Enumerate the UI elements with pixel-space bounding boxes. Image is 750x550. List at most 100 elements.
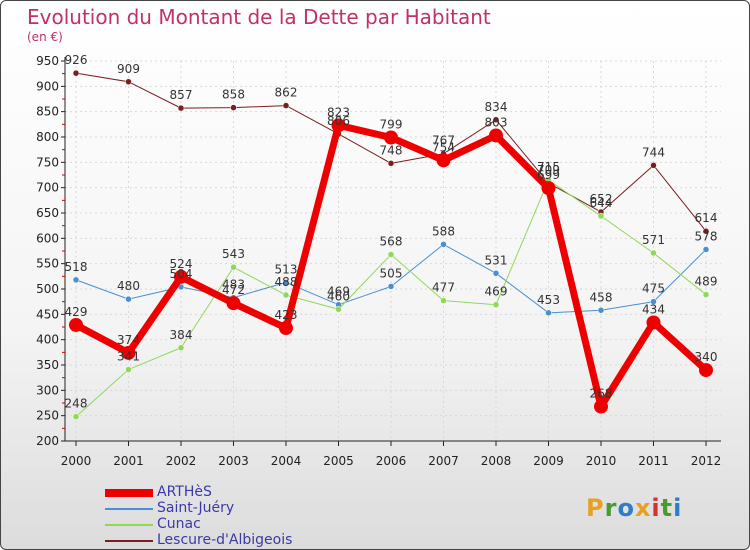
point-cunac bbox=[282, 291, 290, 299]
legend-swatch bbox=[105, 489, 153, 497]
point-arths bbox=[121, 345, 136, 360]
data-label-cunac: 644 bbox=[590, 196, 613, 210]
data-label-cunac: 543 bbox=[222, 247, 245, 261]
data-label-saintjury: 483 bbox=[222, 278, 245, 292]
point-arths bbox=[646, 315, 661, 330]
data-label-lescuredalbigeois: 744 bbox=[642, 145, 665, 159]
legend-item-lescuredalbigeois: Lescure-d'Albigeois bbox=[105, 532, 405, 549]
y-tick-label: 900 bbox=[36, 79, 59, 93]
chart-unit: (en €) bbox=[27, 30, 63, 44]
y-tick-label: 700 bbox=[36, 181, 59, 195]
logo-letter: r bbox=[604, 494, 618, 522]
legend-swatch bbox=[105, 540, 153, 542]
legend-item-saintjury: Saint-Juéry bbox=[105, 500, 405, 517]
point-lescuredalbigeois bbox=[387, 160, 395, 167]
data-label-saintjury: 505 bbox=[380, 266, 403, 280]
y-tick-label: 400 bbox=[36, 333, 59, 347]
x-tick-label: 2010 bbox=[586, 454, 617, 468]
data-label-cunac: 248 bbox=[65, 397, 88, 411]
point-arths bbox=[489, 128, 503, 143]
point-cunac bbox=[177, 344, 185, 352]
legend-swatch bbox=[105, 508, 153, 510]
data-label-arths: 429 bbox=[65, 305, 88, 319]
data-label-arths: 799 bbox=[380, 118, 403, 132]
logo-letter: o bbox=[617, 494, 635, 522]
point-arths bbox=[174, 269, 188, 284]
y-tick-label: 850 bbox=[36, 105, 59, 119]
point-lescuredalbigeois bbox=[282, 102, 290, 109]
data-label-arths: 803 bbox=[485, 115, 508, 129]
data-label-cunac: 341 bbox=[117, 350, 140, 364]
point-arths bbox=[226, 296, 241, 311]
data-label-lescuredalbigeois: 652 bbox=[590, 192, 613, 206]
logo-letter: i bbox=[651, 494, 661, 522]
point-lescuredalbigeois bbox=[177, 104, 185, 112]
point-lescuredalbigeois bbox=[230, 104, 237, 111]
legend-label: Lescure-d'Albigeois bbox=[157, 532, 293, 548]
point-arths bbox=[331, 118, 346, 133]
data-label-arths: 754 bbox=[432, 140, 455, 154]
data-label-saintjury: 578 bbox=[695, 229, 718, 243]
point-cunac bbox=[125, 366, 132, 373]
data-label-saintjury: 504 bbox=[170, 267, 193, 281]
y-tick-label: 950 bbox=[36, 54, 59, 68]
data-label-arths: 423 bbox=[275, 308, 298, 322]
point-saintjury bbox=[72, 276, 80, 284]
x-tick-label: 2004 bbox=[271, 454, 302, 468]
point-arths bbox=[436, 153, 451, 168]
data-label-saintjury: 475 bbox=[642, 282, 665, 296]
data-label-cunac: 384 bbox=[170, 328, 193, 342]
data-label-arths: 268 bbox=[590, 387, 613, 401]
x-tick-label: 2012 bbox=[691, 454, 722, 468]
data-label-cunac: 460 bbox=[327, 289, 350, 303]
point-cunac bbox=[387, 251, 395, 258]
data-label-cunac: 489 bbox=[695, 275, 718, 289]
data-label-lescuredalbigeois: 862 bbox=[275, 86, 298, 100]
data-label-lescuredalbigeois: 614 bbox=[695, 211, 718, 225]
logo-letter: i bbox=[673, 494, 683, 522]
data-label-arths: 524 bbox=[170, 257, 193, 271]
legend-item-arths: ARTHèS bbox=[105, 484, 405, 501]
point-arths bbox=[384, 130, 398, 145]
x-tick-label: 2009 bbox=[533, 454, 564, 468]
data-label-lescuredalbigeois: 709 bbox=[537, 163, 560, 177]
data-label-cunac: 568 bbox=[380, 235, 403, 249]
data-label-lescuredalbigeois: 748 bbox=[380, 143, 403, 157]
point-saintjury bbox=[597, 307, 605, 314]
data-label-lescuredalbigeois: 909 bbox=[117, 62, 140, 76]
y-tick-label: 500 bbox=[36, 282, 59, 296]
data-label-saintjury: 531 bbox=[485, 253, 508, 267]
data-label-lescuredalbigeois: 767 bbox=[432, 134, 455, 148]
x-tick-label: 2000 bbox=[61, 454, 92, 468]
logo-letter: t bbox=[660, 494, 674, 522]
data-label-saintjury: 469 bbox=[327, 285, 350, 299]
x-tick-label: 2001 bbox=[113, 454, 144, 468]
point-saintjury bbox=[387, 283, 395, 290]
point-arths bbox=[541, 181, 556, 196]
data-label-cunac: 469 bbox=[485, 285, 508, 299]
point-lescuredalbigeois bbox=[125, 78, 132, 86]
point-saintjury bbox=[125, 295, 132, 303]
data-label-lescuredalbigeois: 858 bbox=[222, 88, 245, 102]
legend-item-cunac: Cunac bbox=[105, 516, 405, 533]
point-cunac bbox=[335, 306, 342, 313]
x-tick-label: 2007 bbox=[428, 454, 459, 468]
point-lescuredalbigeois bbox=[650, 162, 657, 169]
x-tick-label: 2011 bbox=[638, 454, 669, 468]
x-tick-label: 2006 bbox=[376, 454, 407, 468]
data-label-saintjury: 480 bbox=[117, 279, 140, 293]
y-tick-label: 600 bbox=[36, 231, 59, 245]
data-label-cunac: 477 bbox=[432, 281, 455, 295]
point-saintjury bbox=[545, 309, 552, 317]
point-saintjury bbox=[440, 241, 447, 248]
point-arths bbox=[594, 399, 608, 414]
x-tick-label: 2005 bbox=[323, 454, 354, 468]
y-tick-label: 800 bbox=[36, 130, 59, 144]
data-label-arths: 699 bbox=[537, 168, 560, 182]
point-saintjury bbox=[492, 270, 500, 277]
y-tick-label: 300 bbox=[36, 383, 59, 397]
x-tick-label: 2003 bbox=[218, 454, 249, 468]
point-cunac bbox=[702, 291, 710, 298]
logo-letter: x bbox=[634, 494, 652, 522]
